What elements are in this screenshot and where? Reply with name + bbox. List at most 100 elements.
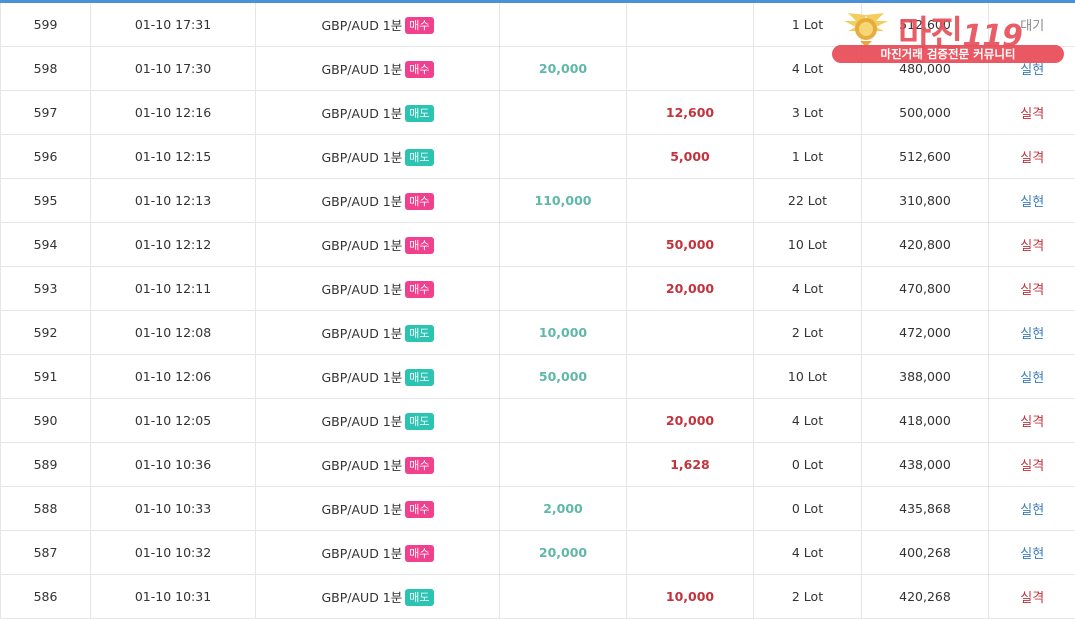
- trade-loss: 50,000: [627, 223, 754, 267]
- trade-balance-text: 500,000: [899, 105, 951, 120]
- trade-profit: 10,000: [500, 311, 627, 355]
- trade-lot: 10 Lot: [754, 223, 862, 267]
- trade-number-text: 589: [34, 457, 58, 472]
- trade-loss-text: 10,000: [666, 589, 714, 604]
- trade-lot-text: 1 Lot: [792, 17, 823, 32]
- trade-status: 실격: [989, 443, 1075, 487]
- trade-status-text: 실격: [1020, 459, 1044, 474]
- trade-profit: 50,000: [500, 355, 627, 399]
- trade-number-text: 596: [34, 149, 58, 164]
- trade-time: 01-10 10:36: [91, 443, 256, 487]
- trade-number: 588: [1, 487, 91, 531]
- trade-loss: [627, 3, 754, 47]
- trade-number: 597: [1, 91, 91, 135]
- trade-status-text: 실격: [1020, 283, 1044, 298]
- trade-number-text: 588: [34, 501, 58, 516]
- trade-profit: [500, 443, 627, 487]
- trade-balance: 500,000: [862, 91, 989, 135]
- trade-loss: 5,000: [627, 135, 754, 179]
- trade-time: 01-10 12:08: [91, 311, 256, 355]
- trade-time-text: 01-10 12:08: [135, 325, 211, 340]
- trade-loss: [627, 47, 754, 91]
- trade-profit: 20,000: [500, 47, 627, 91]
- trade-time: 01-10 12:05: [91, 399, 256, 443]
- trade-pair-text: GBP/AUD 1분: [321, 150, 402, 165]
- trade-status-text: 실현: [1020, 547, 1044, 562]
- site-logo[interactable]: 마진119 마진거래 검증전문 커뮤니티: [832, 5, 1064, 67]
- trade-time: 01-10 12:15: [91, 135, 256, 179]
- trade-time-text: 01-10 10:33: [135, 501, 211, 516]
- trade-number: 598: [1, 47, 91, 91]
- trade-pair-text: GBP/AUD 1분: [321, 194, 402, 209]
- trade-lot: 3 Lot: [754, 91, 862, 135]
- sell-badge: 매도: [405, 149, 433, 166]
- trade-pair-text: GBP/AUD 1분: [321, 18, 402, 33]
- trade-time-text: 01-10 12:16: [135, 105, 211, 120]
- trade-time: 01-10 12:13: [91, 179, 256, 223]
- trade-time: 01-10 10:31: [91, 575, 256, 619]
- trade-time: 01-10 12:16: [91, 91, 256, 135]
- trade-time-text: 01-10 12:05: [135, 413, 211, 428]
- trade-balance-text: 470,800: [899, 281, 951, 296]
- trade-lot-text: 2 Lot: [792, 589, 823, 604]
- trade-profit: 2,000: [500, 487, 627, 531]
- trade-pair-text: GBP/AUD 1분: [321, 62, 402, 77]
- trade-number: 591: [1, 355, 91, 399]
- trade-balance-text: 420,800: [899, 237, 951, 252]
- trade-profit-text: 50,000: [539, 369, 587, 384]
- trade-profit: [500, 135, 627, 179]
- buy-badge: 매수: [405, 281, 433, 298]
- trade-lot: 1 Lot: [754, 135, 862, 179]
- trade-time: 01-10 10:33: [91, 487, 256, 531]
- trade-lot-text: 10 Lot: [788, 237, 827, 252]
- trade-profit-text: 110,000: [535, 193, 592, 208]
- trade-balance-text: 435,868: [899, 501, 951, 516]
- sell-badge: 매도: [405, 105, 433, 122]
- trade-number: 599: [1, 3, 91, 47]
- trade-loss: [627, 311, 754, 355]
- trade-profit-text: 20,000: [539, 61, 587, 76]
- trade-number: 590: [1, 399, 91, 443]
- trade-pair-text: GBP/AUD 1분: [321, 590, 402, 605]
- trade-status: 실격: [989, 223, 1075, 267]
- trade-time-text: 01-10 12:06: [135, 369, 211, 384]
- buy-badge: 매수: [405, 237, 433, 254]
- sell-badge: 매도: [405, 325, 433, 342]
- buy-badge: 매수: [405, 61, 433, 78]
- trade-balance: 310,800: [862, 179, 989, 223]
- trade-number: 589: [1, 443, 91, 487]
- trade-number-text: 595: [34, 193, 58, 208]
- trade-status: 실격: [989, 399, 1075, 443]
- trade-number-text: 592: [34, 325, 58, 340]
- trade-loss-text: 20,000: [666, 413, 714, 428]
- buy-badge: 매수: [405, 545, 433, 562]
- buy-badge: 매수: [405, 457, 433, 474]
- trade-loss: [627, 487, 754, 531]
- trade-lot: 0 Lot: [754, 443, 862, 487]
- trade-lot-text: 1 Lot: [792, 149, 823, 164]
- trade-time: 01-10 12:12: [91, 223, 256, 267]
- trade-pair-text: GBP/AUD 1분: [321, 546, 402, 561]
- trade-profit: [500, 3, 627, 47]
- trade-balance: 512,600: [862, 135, 989, 179]
- trade-pair-text: GBP/AUD 1분: [321, 326, 402, 341]
- trade-lot-text: 22 Lot: [788, 193, 827, 208]
- trade-status: 실격: [989, 267, 1075, 311]
- trade-loss: [627, 179, 754, 223]
